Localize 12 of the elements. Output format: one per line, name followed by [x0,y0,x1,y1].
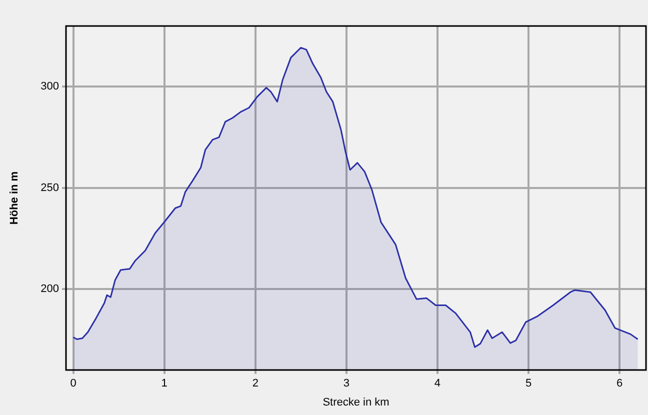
x-tick-label: 2 [252,378,258,390]
x-tick-label: 5 [525,378,532,390]
x-tick-label: 4 [434,378,441,390]
y-axis-title: Höhe in m [8,171,21,225]
x-tick-label: 1 [161,378,168,390]
y-tick-label: 200 [40,283,59,296]
y-tick-label: 300 [40,80,59,93]
x-tick-label: 6 [616,378,623,390]
x-axis-title: Strecke in km [322,396,390,408]
y-tick-label: 250 [40,182,59,194]
x-tick-label: 3 [343,378,350,390]
x-tick-label: 0 [70,378,76,390]
